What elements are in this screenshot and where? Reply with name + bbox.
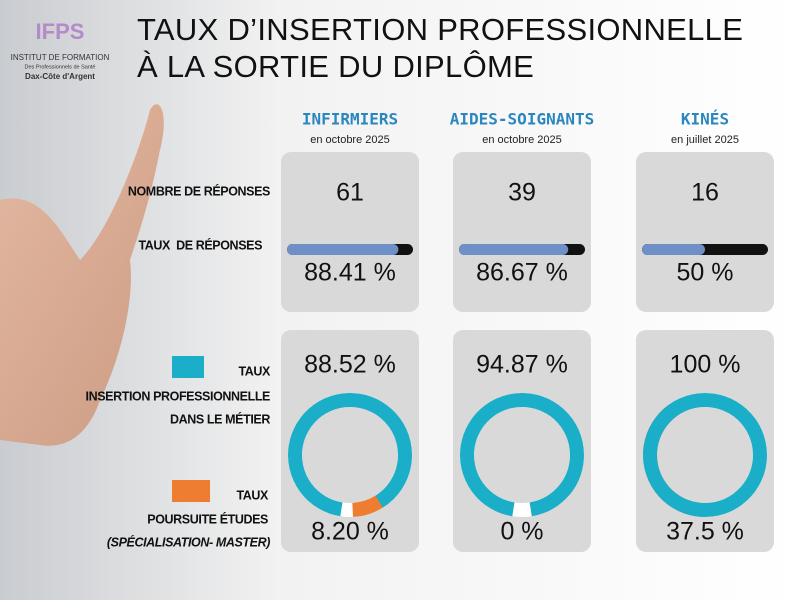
row-label: TAUX [239,364,272,378]
title: TAUX D’INSERTION PROFESSIONNELLE [137,12,743,47]
column-title: INFIRMIERS [302,110,398,129]
row-label: (SPÉCIALISATION- MASTER) [107,534,270,549]
further-label: 8.20 % [311,518,389,546]
row-label: DANS LE MÉTIER [170,411,270,426]
row-label: TAUX DE RÉPONSES [138,237,262,252]
hand-photo [0,104,164,446]
insertion-arc [460,393,585,517]
row-label: INSERTION PROFESSIONNELLE [86,389,271,403]
logo-line: Dax-Côte d'Argent [25,72,95,81]
card [453,152,591,312]
insertion-arc [288,393,413,517]
insertion-label: 88.52 % [304,351,396,379]
title: À LA SORTIE DU DIPLÔME [137,49,534,84]
insertion-arc [642,393,767,517]
row-label: NOMBRE DE RÉPONSES [128,183,270,198]
legend-swatch [172,356,204,378]
card [636,152,774,312]
column-title: AIDES-SOIGNANTS [450,110,595,129]
responses: 61 [336,179,364,207]
column-date: en octobre 2025 [310,134,390,146]
rate-bar [459,244,569,255]
row-label: TAUX [237,488,270,502]
insertion-label: 100 % [670,351,741,379]
logo-line: INSTITUT DE FORMATION [11,53,110,62]
responses: 16 [691,179,719,207]
row-label: POURSUITE ÉTUDES [147,511,268,526]
logo-mark: IFPS [36,19,85,44]
legend-swatch [172,480,210,502]
column-date: en octobre 2025 [482,134,562,146]
rate-label: 50 % [677,259,734,287]
rate-label: 86.67 % [476,259,568,287]
column-date: en juillet 2025 [671,134,739,146]
further-label: 0 % [500,518,543,546]
logo: IFPS INSTITUT DE FORMATION Des Professio… [11,19,110,81]
rate-label: 88.41 % [304,259,396,287]
responses: 39 [508,179,536,207]
rate-bar [642,244,705,255]
rate-bar [287,244,399,255]
further-label: 37.5 % [666,518,744,546]
column-title: KINÉS [681,110,729,129]
card [281,152,419,312]
insertion-label: 94.87 % [476,351,568,379]
logo-line: Des Professionnels de Santé [25,64,96,70]
